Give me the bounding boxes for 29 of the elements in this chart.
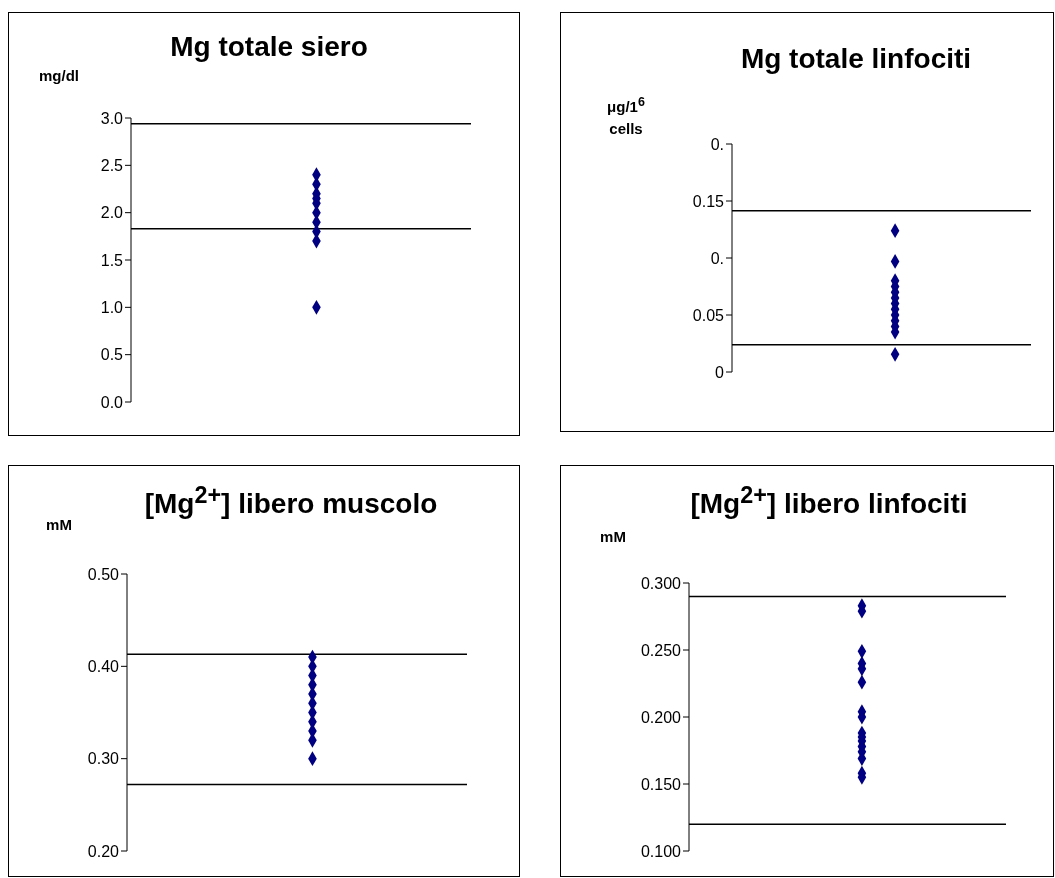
y-tick-label: 0.05 xyxy=(692,306,725,324)
y-tick-label: 0.20 xyxy=(87,842,120,860)
y-axis-title: μg/1$^{6}$ cells xyxy=(606,94,646,139)
y-tick-label: 0.5 xyxy=(100,346,124,364)
y-tick-label: 0. xyxy=(710,135,724,153)
y-tick-label: 0 xyxy=(715,363,725,381)
chart-title: [Mg$^{2+}$] libero linfociti xyxy=(689,482,969,521)
y-tick-label: 0.200 xyxy=(640,708,682,726)
y-axis-title: mM xyxy=(45,515,73,535)
y-tick-label: 2.5 xyxy=(100,157,124,175)
chart-title: Mg totale siero xyxy=(169,31,369,63)
y-axis-title: mg/dl xyxy=(38,66,80,86)
y-tick-label: 0.250 xyxy=(640,641,682,659)
y-tick-label: 0.100 xyxy=(640,842,682,860)
y-tick-label: 0.50 xyxy=(87,565,120,583)
chart-title: Mg totale linfociti xyxy=(739,43,973,75)
chart-title: [Mg$^{2+}$] libero muscolo xyxy=(143,482,439,521)
y-tick-label: 0.150 xyxy=(640,775,682,793)
y-tick-label: 0.40 xyxy=(87,658,120,676)
y-tick-label: 1.0 xyxy=(100,299,124,317)
y-tick-label: 0. xyxy=(710,249,724,267)
y-tick-label: 3.0 xyxy=(100,109,124,127)
y-tick-label: 0.30 xyxy=(87,750,120,768)
y-tick-label: 0.15 xyxy=(692,192,725,210)
y-tick-label: 0.300 xyxy=(640,574,682,592)
y-tick-label: 0.0 xyxy=(100,393,124,411)
y-axis-title: mM xyxy=(599,527,627,547)
y-tick-label: 2.0 xyxy=(100,204,124,222)
y-tick-label: 1.5 xyxy=(100,251,124,269)
